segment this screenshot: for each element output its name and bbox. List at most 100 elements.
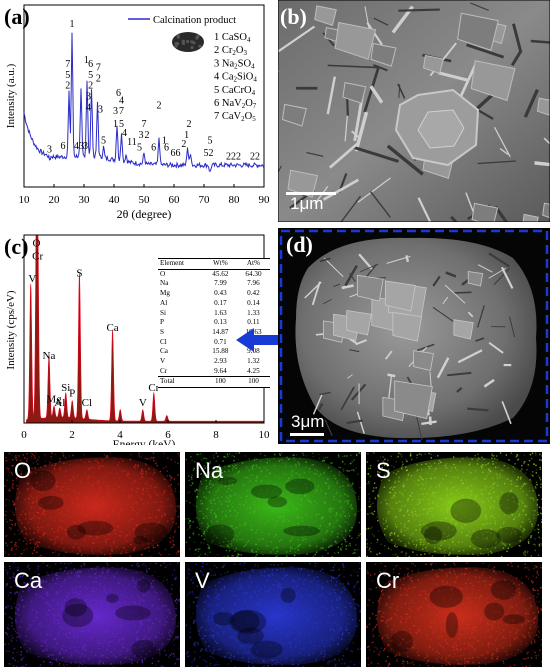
map-speckle <box>25 532 27 534</box>
map-speckle <box>210 520 212 522</box>
map-speckle <box>233 466 235 468</box>
map-speckle <box>277 564 279 566</box>
map-speckle <box>433 495 435 498</box>
map-speckle <box>260 588 262 590</box>
map-speckle <box>522 551 525 554</box>
map-speckle <box>347 544 349 547</box>
map-speckle <box>315 622 317 624</box>
map-speckle <box>103 577 106 579</box>
map-speckle <box>328 508 330 511</box>
map-speckle <box>258 642 261 645</box>
map-speckle <box>132 601 134 603</box>
map-speckle <box>484 546 486 548</box>
map-speckle <box>138 482 140 485</box>
map-speckle <box>152 622 154 625</box>
crystal-rod <box>477 264 493 273</box>
map-speckle <box>107 455 109 458</box>
map-speckle <box>259 634 262 637</box>
map-speckle <box>172 538 174 540</box>
map-speckle <box>104 639 107 642</box>
map-speckle <box>147 626 149 628</box>
map-speckle <box>510 490 512 492</box>
map-speckle <box>330 569 332 572</box>
map-speckle <box>105 617 107 619</box>
map-speckle <box>492 463 494 465</box>
map-speckle <box>99 660 101 663</box>
map-speckle <box>99 582 102 585</box>
map-speckle <box>81 639 84 641</box>
map-speckle <box>120 661 122 663</box>
map-speckle <box>213 512 216 515</box>
map-speckle <box>330 607 333 609</box>
xrd-peak-label: 6 <box>164 143 169 154</box>
map-speckle <box>31 506 33 509</box>
xrd-peak-label: 6 <box>61 141 66 152</box>
map-speckle <box>489 471 491 473</box>
map-speckle <box>73 567 76 570</box>
map-speckle <box>403 515 405 517</box>
map-speckle <box>177 462 179 465</box>
map-speckle <box>219 466 222 468</box>
map-speckle <box>119 477 121 480</box>
map-speckle <box>486 531 489 533</box>
map-speckle <box>348 614 351 616</box>
map-speckle <box>121 647 124 649</box>
map-speckle <box>192 482 194 485</box>
map-speckle <box>152 501 155 504</box>
eds-table-row: P 0.13 0.11 <box>158 318 270 328</box>
map-speckle <box>100 602 102 605</box>
map-speckle <box>11 625 13 627</box>
map-speckle <box>240 624 242 627</box>
map-speckle <box>346 455 348 457</box>
map-dark-region <box>285 478 315 495</box>
map-speckle <box>117 609 120 611</box>
map-speckle <box>415 525 417 527</box>
crystal-rod <box>387 375 393 402</box>
map-speckle <box>403 534 405 536</box>
map-speckle <box>299 577 301 580</box>
map-speckle <box>145 506 148 508</box>
map-speckle <box>503 514 506 516</box>
map-speckle <box>215 592 217 594</box>
map-speckle <box>198 630 200 632</box>
map-speckle <box>535 487 537 489</box>
map-speckle <box>237 473 239 475</box>
map-speckle <box>253 611 256 614</box>
map-speckle <box>435 486 438 488</box>
map-speckle <box>305 461 307 463</box>
map-speckle <box>121 593 123 596</box>
map-speckle <box>249 586 251 588</box>
map-speckle <box>418 509 420 511</box>
map-speckle <box>194 596 197 598</box>
map-speckle <box>454 467 457 469</box>
map-speckle <box>10 592 12 594</box>
map-speckle <box>124 519 126 522</box>
map-dark-region <box>62 603 94 628</box>
map-speckle <box>141 553 143 556</box>
map-speckle <box>237 598 240 601</box>
map-speckle <box>26 482 29 485</box>
map-speckle <box>428 517 431 519</box>
map-speckle <box>479 548 481 550</box>
map-speckle <box>424 538 427 540</box>
map-speckle <box>189 520 191 522</box>
map-speckle <box>193 619 196 621</box>
crystal-rod <box>530 39 550 44</box>
map-speckle <box>20 473 22 476</box>
map-speckle <box>297 615 299 618</box>
map-speckle <box>221 511 223 513</box>
map-speckle <box>86 645 89 647</box>
map-speckle <box>233 617 235 619</box>
map-speckle <box>101 623 103 625</box>
map-speckle <box>346 521 348 523</box>
map-speckle <box>273 619 276 621</box>
map-speckle <box>60 541 62 544</box>
map-speckle <box>482 464 484 466</box>
map-speckle <box>442 580 445 583</box>
map-speckle <box>95 568 97 570</box>
map-speckle <box>500 531 503 534</box>
map-speckle <box>13 513 15 516</box>
map-speckle <box>247 665 250 667</box>
eds-table-cell: 45.62 <box>212 269 229 278</box>
map-speckle <box>323 596 325 598</box>
